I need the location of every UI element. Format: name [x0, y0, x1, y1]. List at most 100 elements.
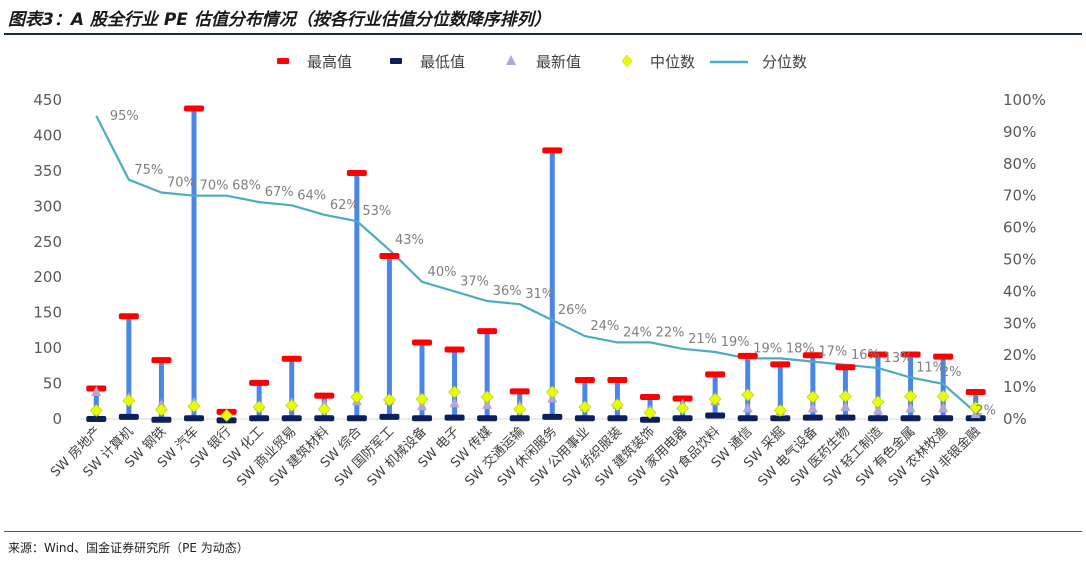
- percentile-label: 31%: [525, 287, 554, 302]
- median-marker: [936, 389, 950, 403]
- max-marker: [933, 353, 954, 360]
- y-right-tick: 60%: [1003, 219, 1036, 237]
- median-marker: [383, 393, 396, 407]
- median-marker: [415, 392, 429, 406]
- legend-max-label: 最高值: [307, 53, 352, 71]
- latest-marker: [938, 402, 949, 413]
- y-left-tick: 150: [33, 304, 62, 322]
- median-marker: [317, 402, 331, 416]
- latest-marker: [482, 398, 493, 409]
- median-marker: [806, 390, 820, 404]
- max-marker: [444, 346, 465, 353]
- median-marker: [220, 409, 233, 422]
- min-marker: [640, 416, 660, 423]
- range-bars: [93, 108, 979, 421]
- percentile-label: 19%: [721, 335, 750, 350]
- percentile-label: 24%: [590, 319, 619, 334]
- min-marker: [314, 415, 335, 422]
- percentile-label: 16%: [851, 348, 880, 363]
- percentile-label: 68%: [232, 179, 261, 194]
- latest-marker: [91, 386, 102, 397]
- median-marker: [252, 400, 266, 414]
- min-marker: [151, 416, 172, 423]
- legend-max-swatch: [277, 58, 289, 64]
- percentile-label: 24%: [623, 325, 652, 340]
- max-marker: [835, 364, 856, 371]
- percentile-label: 36%: [493, 284, 522, 299]
- range-bar: [354, 173, 360, 419]
- percentile-label: 26%: [558, 303, 587, 318]
- min-marker: [672, 415, 693, 422]
- median-marker: [969, 401, 983, 415]
- value-markers: [86, 105, 986, 424]
- median-marker: [480, 390, 494, 404]
- max-marker: [868, 351, 888, 358]
- chart-legend: 最高值 最低值 最新值 中位数 分位数: [277, 53, 807, 71]
- max-marker: [151, 357, 172, 364]
- latest-marker: [840, 400, 851, 411]
- min-marker: [249, 415, 270, 422]
- range-bar: [745, 355, 751, 419]
- max-marker: [672, 395, 693, 402]
- percentile-labels: 95%75%70% 70% 68% 67% 64%62% 53%43%40%37%36% 3…: [110, 109, 996, 419]
- range-bar: [875, 354, 881, 419]
- y-left-tick: 0: [52, 410, 62, 428]
- median-marker: [676, 401, 689, 415]
- percentile-label: 2%: [941, 365, 962, 380]
- range-bar: [484, 331, 490, 419]
- min-marker: [444, 414, 465, 421]
- latest-marker: [742, 402, 753, 413]
- percentile-label: 43%: [395, 233, 424, 248]
- min-marker: [86, 416, 107, 422]
- pe-distribution-chart: 最高值 最低值 最新值 中位数 分位数 0 50 100 150 200 250 300 35…: [33, 53, 1046, 489]
- percentile-label: 40%: [428, 265, 457, 280]
- median-marker: [611, 398, 624, 412]
- min-marker: [477, 415, 498, 422]
- percentile-label: 18%: [786, 341, 815, 356]
- y-right-tick: 10%: [1003, 378, 1036, 396]
- y-right-tick: 30%: [1003, 314, 1036, 332]
- min-marker: [770, 415, 791, 422]
- bottom-rule: [4, 531, 1082, 532]
- median-marker: [122, 394, 136, 407]
- median-marker: [643, 406, 657, 420]
- legend-min-label: 最低值: [420, 53, 465, 71]
- range-bar: [582, 380, 588, 419]
- percentile-label: 21%: [688, 332, 717, 347]
- percentile-line: [95, 115, 977, 414]
- max-marker: [346, 170, 367, 177]
- max-marker: [802, 352, 823, 359]
- legend-median-swatch: [621, 54, 633, 68]
- range-bar: [452, 349, 458, 418]
- median-marker: [513, 402, 527, 416]
- percentile-label: 53%: [362, 204, 391, 219]
- max-marker: [184, 105, 204, 112]
- min-marker: [705, 412, 726, 419]
- max-marker: [574, 377, 595, 384]
- source-note: 来源：Wind、国金证券研究所（PE 为动态）: [8, 541, 249, 555]
- chart-axes: 0 50 100 150 200 250 300 350 400 450 0% 10% 20% 30% 40…: [33, 91, 1046, 428]
- max-marker: [412, 339, 432, 346]
- min-marker: [281, 415, 302, 422]
- max-marker: [900, 351, 921, 358]
- y-left-tick: 200: [33, 268, 62, 286]
- max-marker: [705, 371, 726, 378]
- percentile-label: 67%: [265, 185, 294, 200]
- legend-median-label: 中位数: [650, 53, 695, 71]
- percentile-label: 22%: [656, 325, 685, 340]
- y-right-tick: 40%: [1003, 282, 1036, 300]
- min-marker: [835, 414, 856, 421]
- median-marker: [350, 390, 364, 404]
- range-bar: [289, 358, 295, 419]
- min-marker: [802, 414, 823, 421]
- max-marker: [965, 389, 986, 396]
- latest-marker: [905, 402, 916, 413]
- median-marker: [448, 385, 461, 399]
- min-marker: [346, 415, 367, 422]
- median-marker: [904, 389, 917, 403]
- percentile-label: 70%: [200, 179, 229, 194]
- y-right-tick: 20%: [1003, 346, 1036, 364]
- percentile-label: 95%: [110, 109, 139, 124]
- range-bar: [810, 355, 816, 418]
- y-left-tick: 50: [43, 375, 62, 393]
